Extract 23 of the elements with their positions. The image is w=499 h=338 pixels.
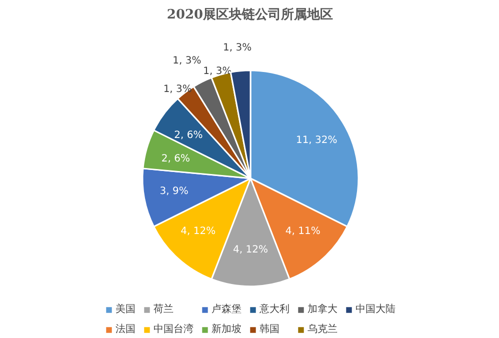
legend-label: 中国台湾 — [154, 322, 194, 336]
data-label: 4, 12% — [180, 226, 216, 237]
data-label: 4, 11% — [285, 226, 320, 237]
data-label: 4, 12% — [233, 244, 268, 256]
chart-title: 2020展区块链公司所属地区 — [166, 6, 334, 22]
data-label: 1, 3% — [163, 84, 192, 96]
data-label: 2, 6% — [161, 153, 190, 164]
data-label: 1, 3% — [223, 42, 252, 54]
data-label: 3, 9% — [160, 186, 188, 198]
legend-label: 乌克兰 — [308, 322, 338, 336]
legend-label: 卢森堡 — [212, 302, 242, 316]
data-label: 1, 3% — [203, 66, 232, 77]
legend-label: 荷兰 — [154, 302, 174, 316]
legend-label: 美国 — [116, 302, 136, 316]
data-label: 2, 6% — [174, 130, 203, 141]
data-label: 11, 32% — [296, 135, 338, 146]
data-label: 1, 3% — [172, 55, 202, 66]
legend-label: 意大利 — [260, 302, 290, 316]
legend-label: 中国大陆 — [356, 302, 396, 316]
legend-label: 韩国 — [260, 322, 280, 336]
legend-label: 加拿大 — [308, 302, 338, 316]
legend-label: 新加坡 — [212, 322, 242, 336]
legend-label: 法国 — [116, 322, 136, 336]
